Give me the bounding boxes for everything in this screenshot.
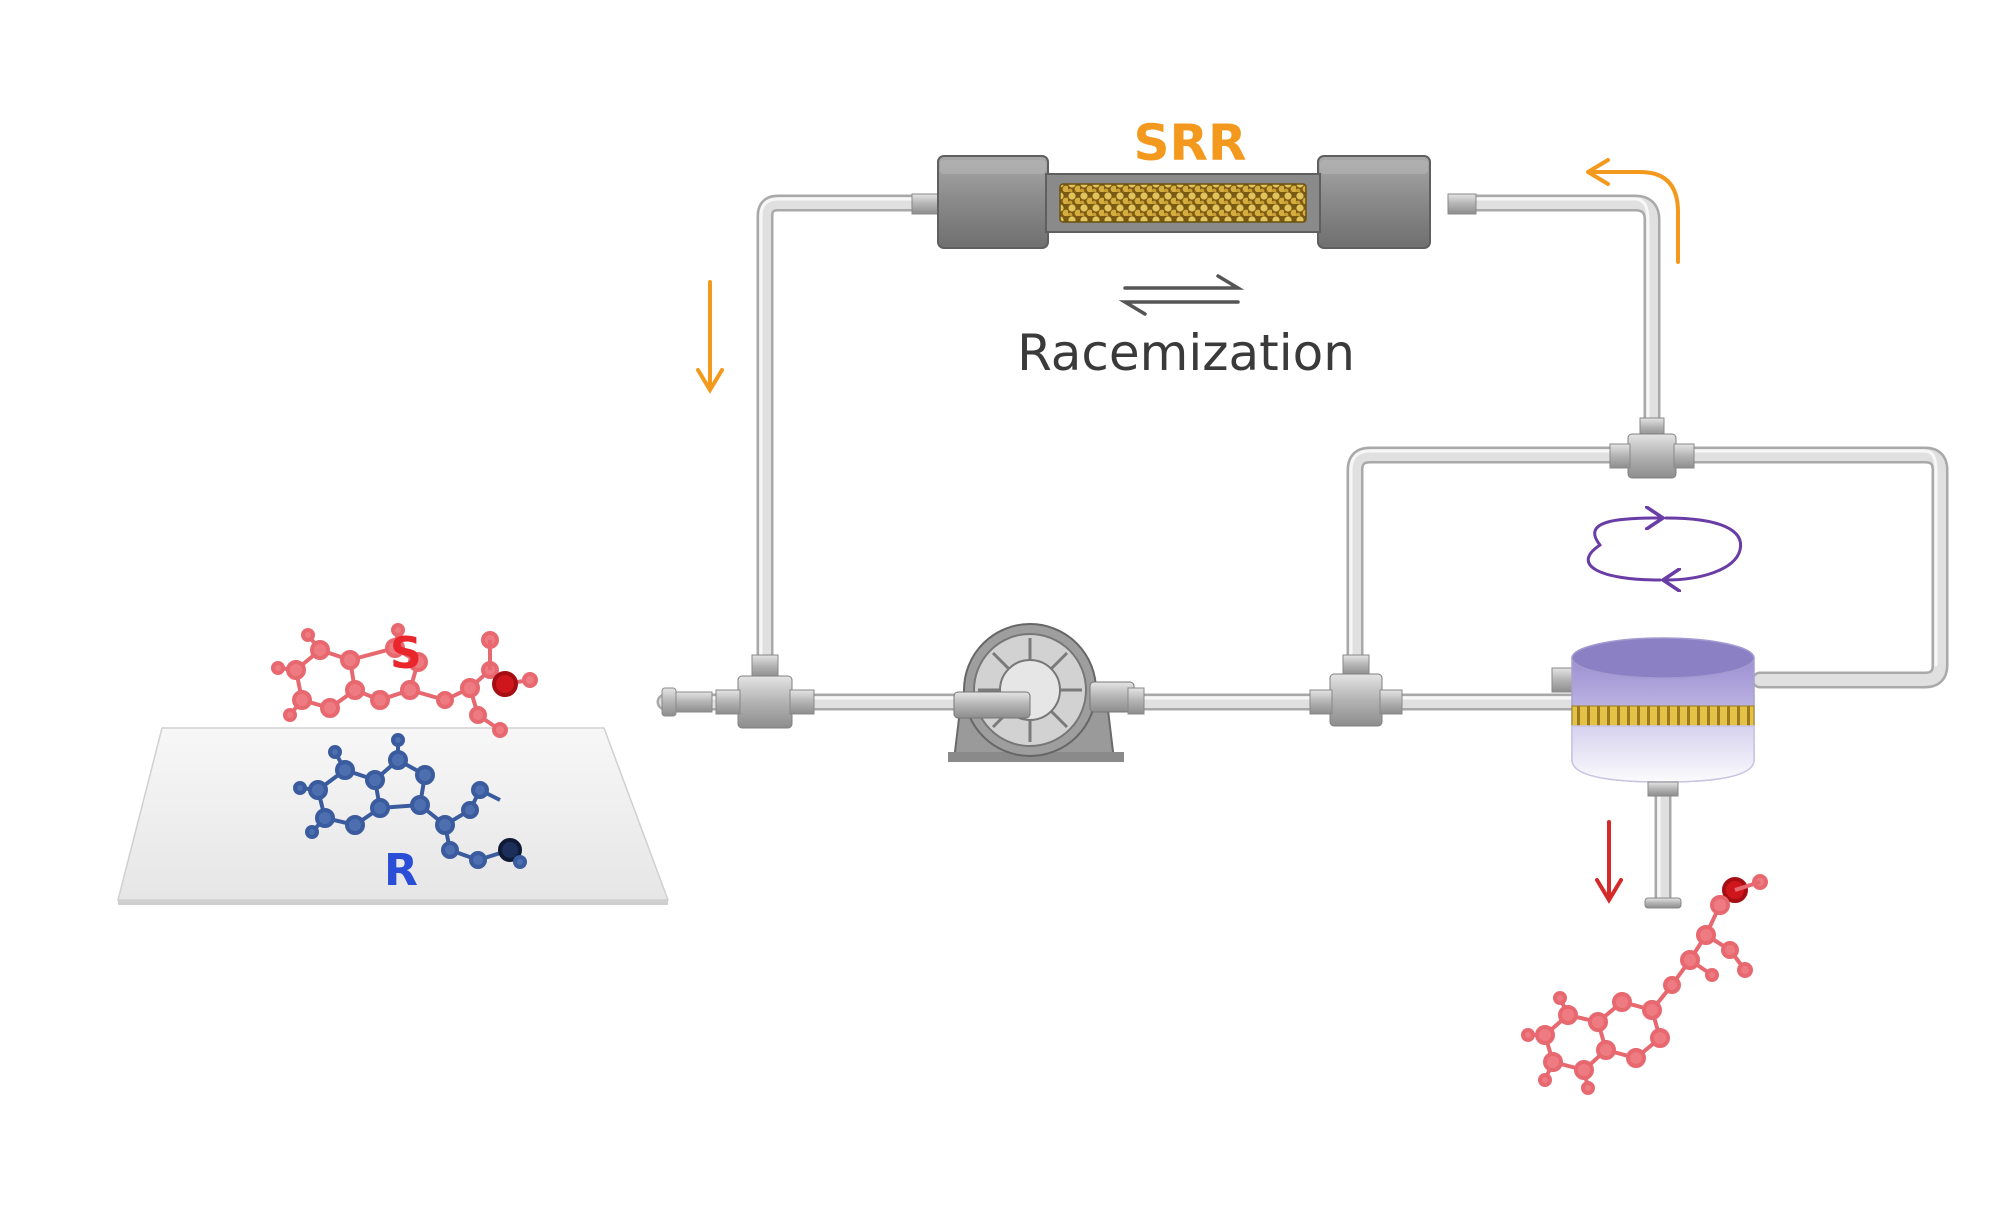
- flow-arrow-down-left: [696, 280, 724, 394]
- equilibrium-arrows: [1118, 274, 1245, 316]
- t-junction-top: [1609, 417, 1695, 479]
- product-arrow-down: [1595, 820, 1623, 904]
- s-molecule-product: [1521, 874, 1768, 1095]
- s-molecule-adsorbed: [271, 623, 538, 738]
- pump: [948, 623, 1145, 762]
- flow-arrow-top-right: [1586, 158, 1680, 264]
- rotation-arrows: [1586, 518, 1743, 580]
- rotating-reactor: [1551, 637, 1755, 909]
- r-label: R: [384, 845, 418, 896]
- r-molecule-adsorbed: [293, 733, 527, 869]
- srr-column: [911, 155, 1477, 249]
- tubing-loop: [656, 194, 1949, 909]
- inlet-fitting: [661, 687, 713, 717]
- t-junction-left: [715, 654, 815, 729]
- racemization-label: Racemization: [1017, 324, 1355, 382]
- srr-label: SRR: [1133, 114, 1246, 172]
- s-label: S: [390, 628, 422, 679]
- t-junction-mid: [1309, 654, 1403, 727]
- chiral-surface: [117, 727, 670, 905]
